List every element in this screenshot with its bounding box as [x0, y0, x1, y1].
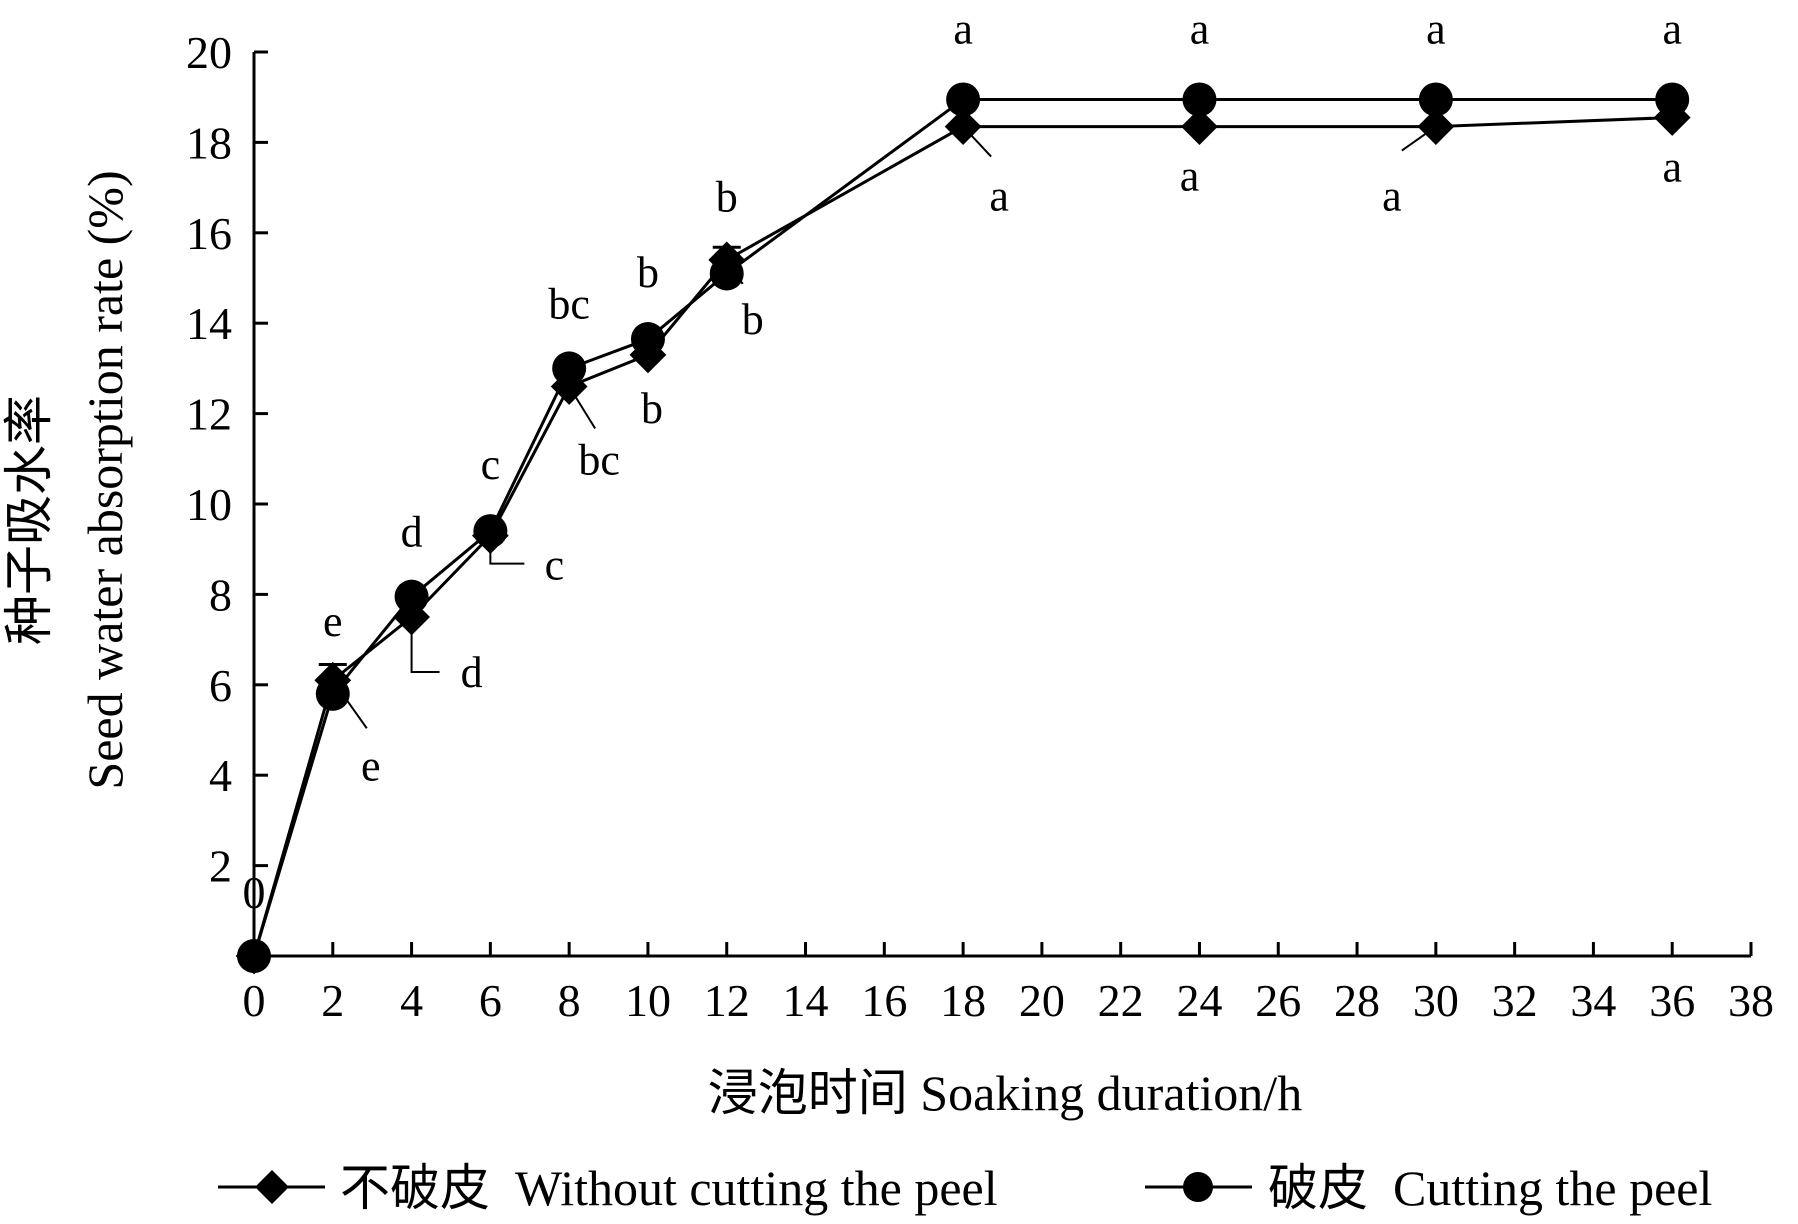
legend-label-without-cutting: 不破皮 Without cutting the peel: [340, 1160, 998, 1216]
y-tick-label: 16: [186, 208, 232, 259]
x-tick-label: 8: [558, 975, 581, 1026]
sig-leader-line: [1401, 125, 1437, 152]
data-point-circle: [1655, 82, 1690, 117]
sig-leader-line: [489, 535, 525, 565]
x-tick-label: 34: [1570, 975, 1616, 1026]
x-tick-label: 28: [1334, 975, 1380, 1026]
data-point-diamond: [1181, 108, 1218, 145]
legend-label-cutting: 破皮 Cutting the peel: [1268, 1160, 1712, 1216]
sig-label-without-cutting: c: [545, 541, 565, 590]
y-tick-label: 14: [186, 298, 232, 349]
x-tick-label: 38: [1728, 975, 1774, 1026]
x-tick-label: 16: [861, 975, 907, 1026]
data-point-circle: [1418, 82, 1453, 117]
x-tick-label: 18: [940, 975, 986, 1026]
x-tick-label: 32: [1492, 975, 1538, 1026]
ticks: 0 2 4 6 8 10 12 14 16 18 20 22 24 26 28 30 32 34 36 3824681…: [186, 27, 1774, 1026]
sig-label-without-cutting: a: [1382, 172, 1402, 221]
y-tick-label: 2: [209, 841, 232, 892]
x-tick-label: 22: [1098, 975, 1144, 1026]
x-tick-label: 20: [1019, 975, 1065, 1026]
sig-label-without-cutting: d: [461, 648, 483, 697]
sig-label-without-cutting: e: [361, 741, 381, 790]
sig-label-cutting: bc: [548, 279, 590, 328]
x-tick-label: 30: [1413, 975, 1459, 1026]
sig-label-without-cutting: a: [1662, 143, 1682, 192]
sig-label-without-cutting: bc: [578, 435, 620, 484]
y-tick-label: 4: [209, 750, 232, 801]
sig-leader-line: [725, 259, 744, 285]
markers: [235, 82, 1691, 975]
sig-leader-line: [568, 385, 597, 430]
data-point-circle: [473, 514, 508, 549]
sig-label-cutting: a: [1190, 4, 1210, 53]
y-tick-label: 6: [209, 660, 232, 711]
data-point-circle: [394, 579, 429, 614]
sig-label-cutting: a: [1426, 4, 1446, 53]
sig-label-without-cutting: b: [742, 295, 764, 344]
data-point-circle: [946, 82, 981, 117]
sig-label-cutting: a: [953, 4, 973, 53]
data-point-circle: [315, 676, 350, 711]
y-tick-label: 12: [186, 389, 232, 440]
x-tick-label: 26: [1255, 975, 1301, 1026]
x-tick-label: 14: [783, 975, 829, 1026]
y-axis-title-en: Seed water absorption rate (%): [77, 170, 133, 789]
x-tick-label: 2: [321, 975, 344, 1026]
data-point-circle: [1182, 82, 1217, 117]
data-point-circle: [552, 351, 587, 386]
x-tick-label: 24: [1176, 975, 1222, 1026]
legend-marker-circle: [1183, 1172, 1213, 1202]
x-tick-label: 4: [400, 975, 423, 1026]
data-point-circle: [237, 939, 271, 973]
y-tick-label: 18: [186, 117, 232, 168]
sig-label-without-cutting: a: [989, 172, 1009, 221]
data-point-circle: [709, 256, 744, 291]
sig-label-cutting: b: [716, 172, 738, 221]
legend-marker-diamond: [255, 1170, 289, 1204]
y-tick-label: 10: [186, 479, 232, 530]
series-lines: [252, 97, 1673, 957]
x-tick-label: 36: [1649, 975, 1695, 1026]
sig-label-cutting: c: [481, 440, 501, 489]
y-tick-label: 8: [209, 569, 232, 620]
sig-leader-line: [331, 679, 368, 729]
data-point-circle: [630, 322, 665, 357]
x-tick-label: 12: [704, 975, 750, 1026]
sig-label-cutting: b: [637, 248, 659, 297]
sig-label-cutting: d: [401, 508, 423, 557]
y-axis-title-cn: 种子吸水率: [1, 395, 57, 645]
x-tick-label: 0: [243, 975, 266, 1026]
sig-label-cutting: a: [1662, 4, 1682, 53]
series-line-without-cutting: [252, 116, 1673, 957]
sig-label-without-cutting: b: [641, 384, 663, 433]
sig-label-cutting: e: [323, 597, 343, 646]
sig-leader-line: [962, 125, 992, 158]
legend: 不破皮 Without cutting the peel 破皮 Cutting …: [218, 1160, 1712, 1216]
x-tick-label: 10: [625, 975, 671, 1026]
x-axis-title: 浸泡时间 Soaking duration/h: [708, 1065, 1302, 1121]
sig-leader-line: [410, 617, 440, 673]
zero-label: 0: [243, 867, 266, 918]
sig-label-without-cutting: a: [1180, 152, 1200, 201]
series-line-cutting: [252, 97, 1673, 957]
y-tick-label: 20: [186, 27, 232, 78]
x-tick-label: 6: [479, 975, 502, 1026]
